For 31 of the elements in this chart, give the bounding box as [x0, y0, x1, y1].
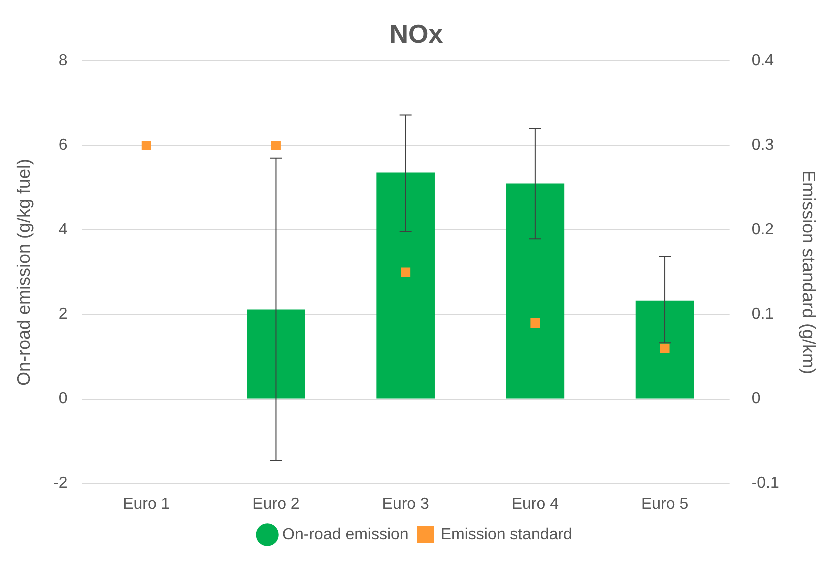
chart-title: NOx — [390, 18, 444, 49]
x-tick-label: Euro 1 — [123, 496, 170, 513]
y-tick-label: 8 — [58, 52, 68, 70]
y-axis-title: On-road emission (g/kg fuel) — [14, 158, 34, 386]
bar — [247, 310, 306, 399]
point — [660, 344, 670, 354]
y2-tick-label: -0.1 — [752, 475, 780, 492]
legend-label: Emission standard — [440, 526, 572, 544]
point — [530, 318, 540, 328]
y-tick-label: -2 — [54, 475, 68, 492]
legend-label: On-road emission — [282, 526, 409, 544]
y-tick-label: 0 — [58, 390, 68, 408]
bar — [636, 300, 694, 399]
bar — [506, 184, 565, 399]
y-tick-label: 6 — [58, 137, 68, 154]
y2-tick-label: 0.2 — [752, 222, 774, 239]
y2-tick-label: 0.3 — [752, 137, 774, 154]
bar — [376, 172, 435, 399]
y2-axis-title: Emission standard (g/km) — [799, 170, 820, 375]
x-tick-label: Euro 4 — [512, 496, 560, 513]
y2-tick-label: 0 — [752, 390, 761, 408]
point — [401, 268, 411, 278]
y-tick-label: 2 — [58, 306, 68, 324]
x-tick-label: Euro 3 — [382, 496, 430, 513]
point — [271, 140, 281, 150]
y2-tick-label: 0.1 — [752, 306, 774, 324]
point — [142, 140, 152, 150]
y2-tick-label: 0.4 — [752, 52, 774, 70]
x-tick-label: Euro 5 — [641, 496, 689, 513]
y-tick-label: 4 — [58, 222, 68, 239]
x-tick-label: Euro 2 — [252, 496, 300, 513]
